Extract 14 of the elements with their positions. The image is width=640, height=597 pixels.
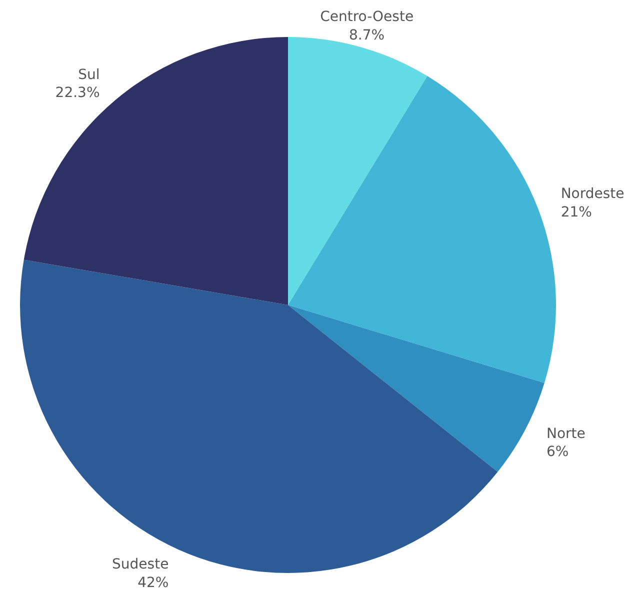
slice-label: Norte — [546, 426, 586, 442]
pie-slice — [288, 76, 556, 383]
pie-slice — [288, 305, 544, 472]
pie-slice — [24, 37, 288, 305]
data-label: 8.7% — [349, 27, 385, 44]
data-label: 21% — [560, 204, 592, 220]
data-label: 22.3% — [55, 85, 100, 102]
data-label: 42% — [138, 574, 169, 591]
slice-label: Sul — [78, 66, 100, 83]
pie-slice — [20, 260, 498, 573]
data-label: 6% — [546, 444, 569, 460]
slice-label: Centro-Oeste — [320, 9, 414, 26]
slice-label: Sudeste — [112, 556, 169, 573]
slice-label: Nordeste — [560, 186, 624, 202]
